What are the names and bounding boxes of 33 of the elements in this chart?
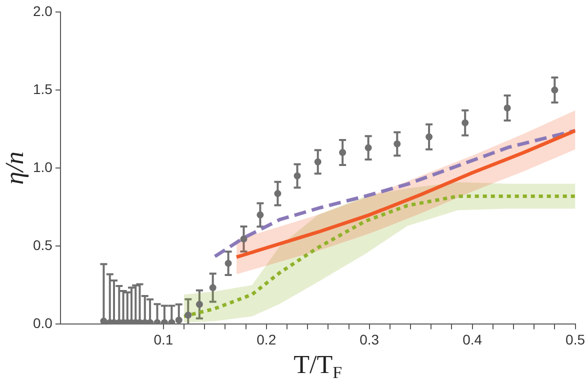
point: [294, 172, 301, 180]
point: [504, 104, 511, 112]
y-axis-title: η/n: [0, 152, 29, 185]
point: [184, 312, 192, 319]
y-tick-label: 0.0: [32, 315, 53, 332]
point: [314, 158, 322, 166]
point: [394, 140, 401, 148]
point: [160, 319, 168, 324]
x-tick-label: 0.3: [360, 331, 380, 348]
point: [168, 319, 176, 324]
point: [100, 318, 108, 324]
point: [175, 316, 182, 324]
point: [154, 319, 161, 324]
point: [462, 119, 469, 126]
x-tick-label: 0.1: [154, 331, 174, 348]
point: [256, 211, 264, 218]
point: [240, 235, 248, 242]
point: [209, 284, 216, 292]
y-tick-label: 1.5: [32, 80, 53, 97]
point: [364, 144, 372, 152]
point: [146, 319, 154, 324]
y-tick-label: 2.0: [32, 2, 53, 19]
y-tick-label: 0.5: [32, 237, 53, 254]
point: [551, 86, 558, 94]
point: [196, 300, 203, 308]
x-tick-label: 0.4: [462, 331, 482, 348]
x-tick-label: 0.2: [256, 331, 276, 348]
point: [274, 190, 282, 198]
x-tick-label: 0.5: [566, 331, 586, 348]
point: [224, 260, 232, 267]
y-tick-label: 1.0: [32, 158, 53, 175]
point: [426, 133, 433, 140]
point: [339, 148, 346, 156]
